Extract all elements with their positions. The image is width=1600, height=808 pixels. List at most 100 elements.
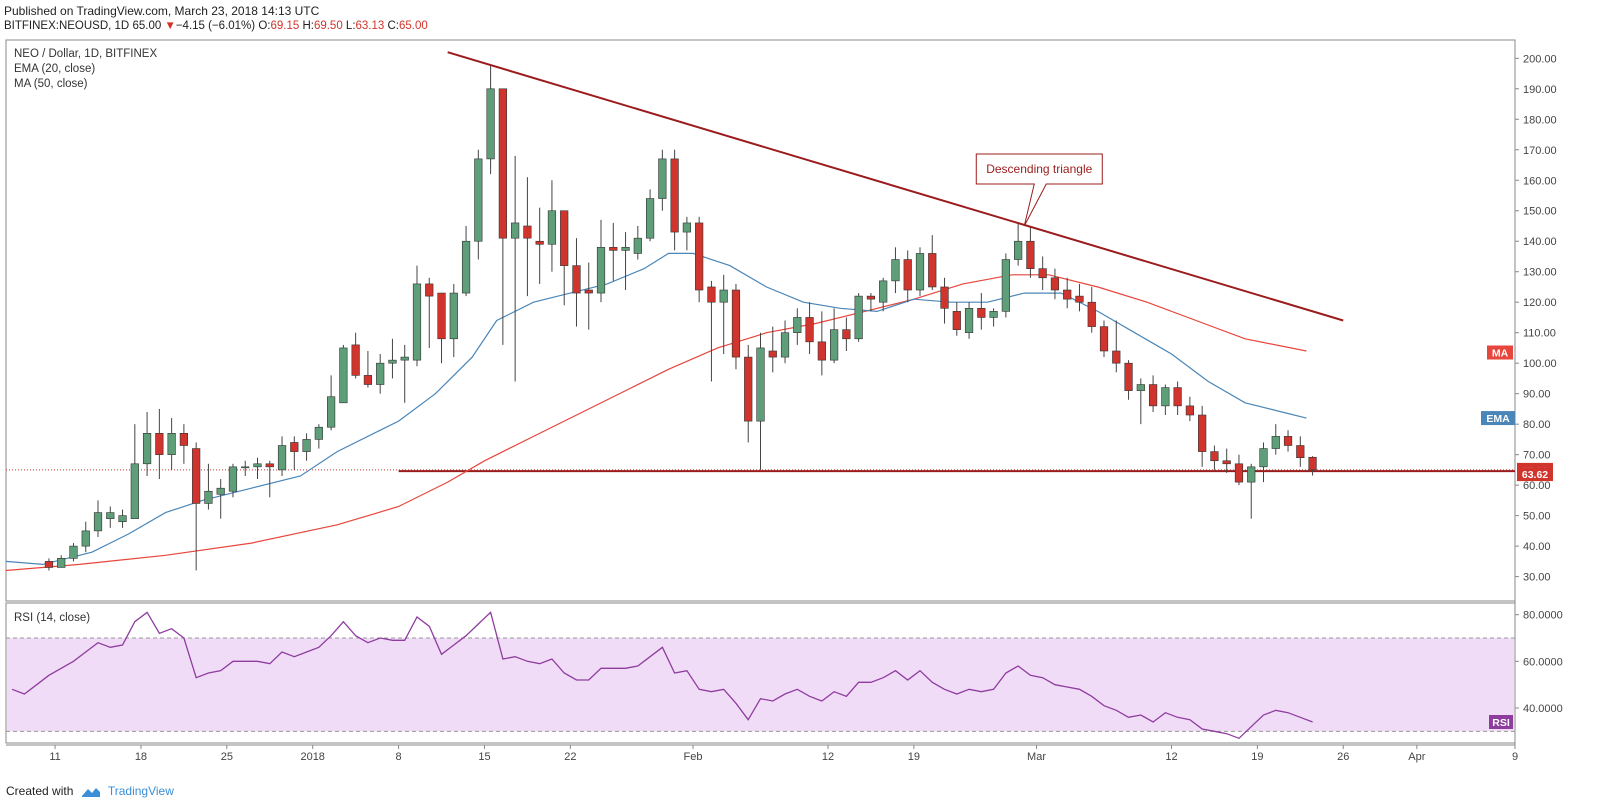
candle	[1271, 424, 1280, 455]
symbol-ohlc-line: BITFINEX:NEOUSD, 1D 65.00 ▼−4.15 (−6.01%…	[4, 20, 428, 32]
candle	[952, 302, 961, 336]
time-tick-label: 26	[1337, 751, 1349, 763]
candle	[719, 274, 728, 355]
ema-20-line	[5, 252, 1307, 566]
price-tick-label: 140.00	[1523, 236, 1557, 248]
candle-body	[1234, 463, 1244, 483]
time-tick-label: 15	[478, 751, 490, 763]
candle	[744, 344, 753, 443]
tradingview-logo-icon	[81, 787, 100, 797]
rsi-tag-label: RSI	[1492, 717, 1510, 729]
candle	[756, 332, 765, 470]
candle-body	[658, 158, 667, 199]
candle-body	[363, 375, 373, 385]
candle-body	[474, 158, 483, 242]
candle-body	[498, 88, 507, 239]
price-change: −4.15 (−6.01%)	[175, 20, 256, 32]
candle	[425, 277, 434, 348]
candle	[1148, 375, 1158, 412]
candle	[854, 293, 863, 342]
candle-body	[780, 332, 790, 358]
candle	[977, 293, 986, 330]
candle	[142, 411, 152, 476]
candle	[449, 283, 458, 358]
close-value: 65.00	[399, 20, 428, 32]
candle-body	[535, 240, 544, 245]
candle	[1173, 381, 1182, 416]
candle-body	[830, 329, 839, 361]
candle	[167, 418, 176, 470]
price-tag-label: EMA	[1486, 413, 1510, 425]
candle	[1308, 456, 1317, 476]
tradingview-brand-link[interactable]: TradingView	[107, 784, 174, 798]
candle-body	[216, 487, 225, 495]
close-label: C:	[387, 20, 400, 32]
candle-body	[793, 317, 802, 333]
chart-canvas[interactable]: 30.00 40.00 50.00 60.00 70.00 80.00 90.00 100.0…	[0, 0, 1600, 770]
price-tick-label: 100.00	[1523, 358, 1557, 370]
down-arrow-icon: ▼	[164, 20, 176, 32]
candle	[805, 302, 814, 355]
candle	[645, 189, 655, 242]
candle-body	[609, 247, 618, 251]
ma-50-line	[5, 274, 1307, 572]
candle-body	[167, 433, 176, 455]
candle	[1296, 436, 1305, 467]
price-tag-box	[1487, 345, 1513, 360]
candle	[866, 293, 876, 312]
chart-legend-ema: EMA (20, close)	[14, 63, 95, 75]
candle	[928, 235, 937, 291]
candle-body	[842, 329, 851, 340]
candle	[192, 442, 201, 571]
candle-body	[584, 289, 593, 294]
candle-body	[572, 265, 581, 294]
candle	[228, 463, 238, 498]
candle	[682, 216, 691, 251]
price-tick-label: 160.00	[1523, 175, 1557, 187]
candle	[290, 436, 299, 470]
price-tick-label: 60.00	[1523, 480, 1551, 492]
candle-body	[314, 426, 323, 440]
candle-body	[1308, 456, 1317, 471]
price-tick-label: 40.00	[1523, 541, 1551, 553]
candle-body	[425, 283, 434, 297]
rsi-tick-label: 60.0000	[1523, 656, 1563, 668]
candle	[879, 277, 888, 312]
created-with-label: Created with	[6, 784, 74, 798]
candle-body	[400, 356, 409, 361]
candle	[155, 408, 164, 480]
chart-legend-title: NEO / Dollar, 1D, BITFINEX	[14, 48, 157, 60]
candle	[621, 232, 630, 291]
price-tag-box	[1481, 411, 1515, 426]
candle-body	[1136, 384, 1145, 391]
candle-body	[327, 396, 336, 428]
candle-body	[891, 259, 900, 282]
candle-body	[719, 289, 728, 303]
candle-body	[1173, 387, 1182, 407]
candle-body	[130, 463, 139, 519]
candle-body	[511, 222, 520, 239]
candle	[572, 238, 581, 327]
candle-body	[1247, 466, 1256, 483]
candle	[486, 64, 495, 175]
candle-body	[339, 347, 348, 404]
candle	[793, 308, 802, 345]
low-label: L:	[345, 20, 356, 32]
candle-body	[1075, 295, 1084, 303]
candle-body	[412, 283, 422, 361]
candle-body	[989, 311, 998, 318]
candle-body	[596, 247, 606, 294]
candle-body	[69, 545, 78, 559]
candle-body	[351, 344, 360, 376]
candle-body	[964, 308, 974, 333]
candle	[1075, 283, 1084, 312]
candle-body	[44, 561, 54, 568]
candle-body	[1148, 384, 1158, 407]
candle-body	[1063, 289, 1072, 300]
candle-body	[768, 350, 777, 358]
candle-body	[707, 286, 716, 303]
candle-body	[290, 442, 299, 452]
last-price: 65.00	[132, 20, 162, 32]
time-tick-label: 11	[49, 751, 60, 763]
price-tick-label: 200.00	[1523, 53, 1557, 65]
